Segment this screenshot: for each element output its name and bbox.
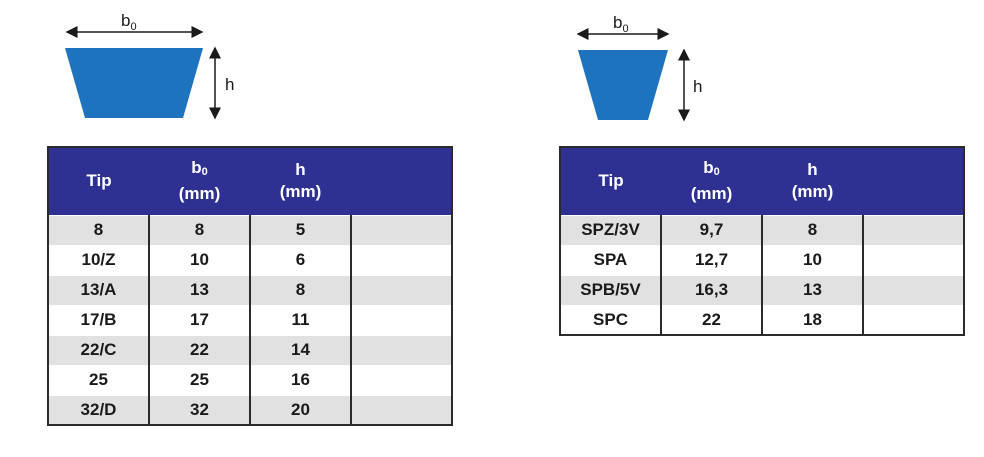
cell-tip: 17/B — [48, 304, 150, 335]
cell-h: 16 — [249, 364, 352, 395]
cell-tip: 13/A — [48, 274, 150, 305]
cell-extra — [350, 214, 452, 245]
cell-extra — [862, 214, 964, 245]
header-extra — [351, 147, 452, 215]
table-header-row: Tip b0 (mm) h (mm) — [48, 147, 452, 215]
table-row: 25 25 16 — [48, 364, 452, 395]
cell-h: 11 — [249, 304, 352, 335]
cell-tip: 22/C — [48, 334, 150, 365]
header-tip: Tip — [560, 147, 661, 215]
table-row: SPA 12,7 10 — [560, 244, 964, 275]
cell-extra — [350, 274, 452, 305]
classic-belt-table: Tip b0 (mm) h (mm) 8 8 5 10/Z 10 6 13/A 13 8 17/B 17… — [47, 146, 453, 426]
cell-b0: 32 — [148, 394, 251, 425]
width-label: b0 — [121, 11, 137, 33]
cell-b0: 25 — [148, 364, 251, 395]
cell-b0: 12,7 — [660, 244, 763, 275]
table-row: 13/A 13 8 — [48, 274, 452, 305]
header-extra — [863, 147, 964, 215]
cell-b0: 22 — [660, 304, 763, 335]
cell-h: 14 — [249, 334, 352, 365]
cell-tip: 32/D — [48, 394, 150, 425]
belt-cross-section — [578, 50, 668, 120]
cell-tip: 8 — [48, 214, 150, 245]
cell-tip: SPB/5V — [560, 274, 662, 305]
cell-extra — [350, 394, 452, 425]
cell-tip: SPC — [560, 304, 662, 335]
table-row: 22/C 22 14 — [48, 334, 452, 365]
belt-cross-section — [65, 48, 203, 118]
cell-b0: 10 — [148, 244, 251, 275]
cell-h: 5 — [249, 214, 352, 245]
header-h: h (mm) — [762, 147, 863, 215]
table-header-row: Tip b0 (mm) h (mm) — [560, 147, 964, 215]
cell-tip: 10/Z — [48, 244, 150, 275]
cell-extra — [862, 274, 964, 305]
cell-tip: SPA — [560, 244, 662, 275]
cell-h: 10 — [761, 244, 864, 275]
cell-h: 18 — [761, 304, 864, 335]
cell-tip: SPZ/3V — [560, 214, 662, 245]
cell-b0: 9,7 — [660, 214, 763, 245]
classic-belt-diagram: b0 h — [55, 4, 255, 124]
header-b0: b0 (mm) — [661, 147, 762, 215]
cell-b0: 17 — [148, 304, 251, 335]
cell-extra — [350, 334, 452, 365]
table-row: SPC 22 18 — [560, 304, 964, 335]
table-row: SPZ/3V 9,7 8 — [560, 214, 964, 245]
narrow-belt-table: Tip b0 (mm) h (mm) SPZ/3V 9,7 8 SPA 12,7 10 SPB/… — [559, 146, 965, 336]
cell-extra — [350, 364, 452, 395]
header-b0: b0 (mm) — [149, 147, 250, 215]
height-label: h — [693, 77, 702, 96]
cell-extra — [350, 304, 452, 335]
cell-extra — [862, 304, 964, 335]
cell-h: 20 — [249, 394, 352, 425]
table-row: 10/Z 10 6 — [48, 244, 452, 275]
cell-extra — [862, 244, 964, 275]
cell-h: 8 — [249, 274, 352, 305]
height-label: h — [225, 75, 234, 94]
cell-h: 13 — [761, 274, 864, 305]
header-h: h (mm) — [250, 147, 351, 215]
narrow-belt-diagram: b0 h — [570, 4, 720, 124]
cell-tip: 25 — [48, 364, 150, 395]
cell-b0: 16,3 — [660, 274, 763, 305]
cell-b0: 8 — [148, 214, 251, 245]
cell-extra — [350, 244, 452, 275]
cell-h: 8 — [761, 214, 864, 245]
width-label: b0 — [613, 13, 629, 35]
table-row: 17/B 17 11 — [48, 304, 452, 335]
table-row: 32/D 32 20 — [48, 394, 452, 425]
cell-h: 6 — [249, 244, 352, 275]
cell-b0: 22 — [148, 334, 251, 365]
header-tip: Tip — [48, 147, 149, 215]
table-row: SPB/5V 16,3 13 — [560, 274, 964, 305]
cell-b0: 13 — [148, 274, 251, 305]
